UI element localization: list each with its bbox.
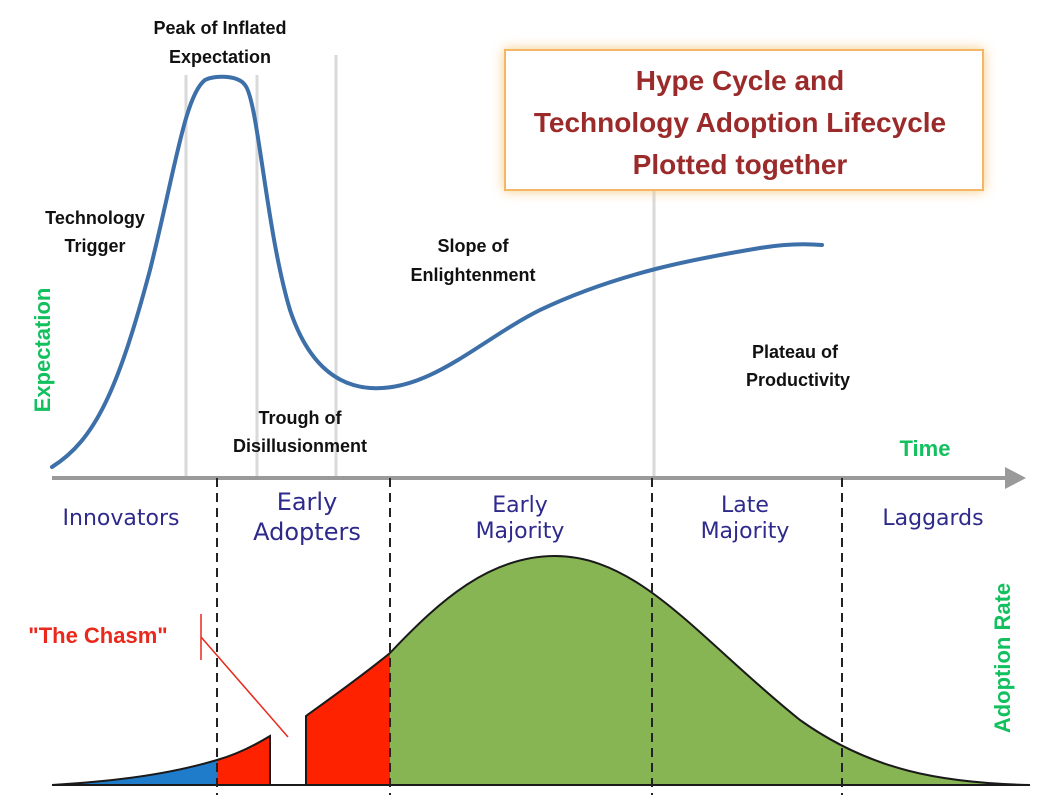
early-adopters-label-line-2: Adopters <box>253 518 361 546</box>
late-majority-label-line-2: Majority <box>701 519 790 544</box>
chasm-pointer <box>200 636 289 738</box>
title-line-1: Hype Cycle and <box>636 65 845 96</box>
hype-curve <box>50 74 824 469</box>
adoption-rate-axis-label: Adoption Rate <box>990 583 1015 733</box>
plateau-label-line-1: Plateau of <box>752 342 839 362</box>
early-adopters-area-left <box>217 736 270 785</box>
early-adopters-area-right <box>306 653 390 785</box>
early-majority-label-line-1: Early <box>492 493 548 518</box>
slope-label-line-1: Slope of <box>438 236 510 256</box>
chasm-label: "The Chasm" <box>28 623 167 648</box>
late-majority-label-line-1: Late <box>721 493 769 518</box>
early-majority-label-line-2: Majority <box>476 519 565 544</box>
time-axis-arrowhead <box>1005 467 1026 489</box>
peak-label-line-2: Expectation <box>169 47 271 67</box>
trough-label-line-1: Trough of <box>259 408 343 428</box>
plateau-label-line-2: Productivity <box>746 370 850 390</box>
trough-label-line-2: Disillusionment <box>233 436 367 456</box>
majority-area <box>390 556 1030 785</box>
expectation-axis-label: Expectation <box>30 288 55 413</box>
trigger-label-line-1: Technology <box>45 208 145 228</box>
laggards-label: Laggards <box>882 506 983 531</box>
early-adopters-label-line-1: Early <box>277 488 338 516</box>
title-line-3: Plotted together <box>633 149 848 180</box>
title-line-2: Technology Adoption Lifecycle <box>534 107 946 138</box>
time-axis-label: Time <box>900 436 951 461</box>
innovators-label: Innovators <box>63 506 180 531</box>
adoption-bell-outline <box>51 554 1031 786</box>
peak-label-line-1: Peak of Inflated <box>153 18 286 38</box>
slope-label-line-2: Enlightenment <box>411 265 536 285</box>
innovators-area <box>52 760 217 785</box>
trigger-label-line-2: Trigger <box>64 236 125 256</box>
title-box: Hype Cycle and Technology Adoption Lifec… <box>504 49 984 191</box>
